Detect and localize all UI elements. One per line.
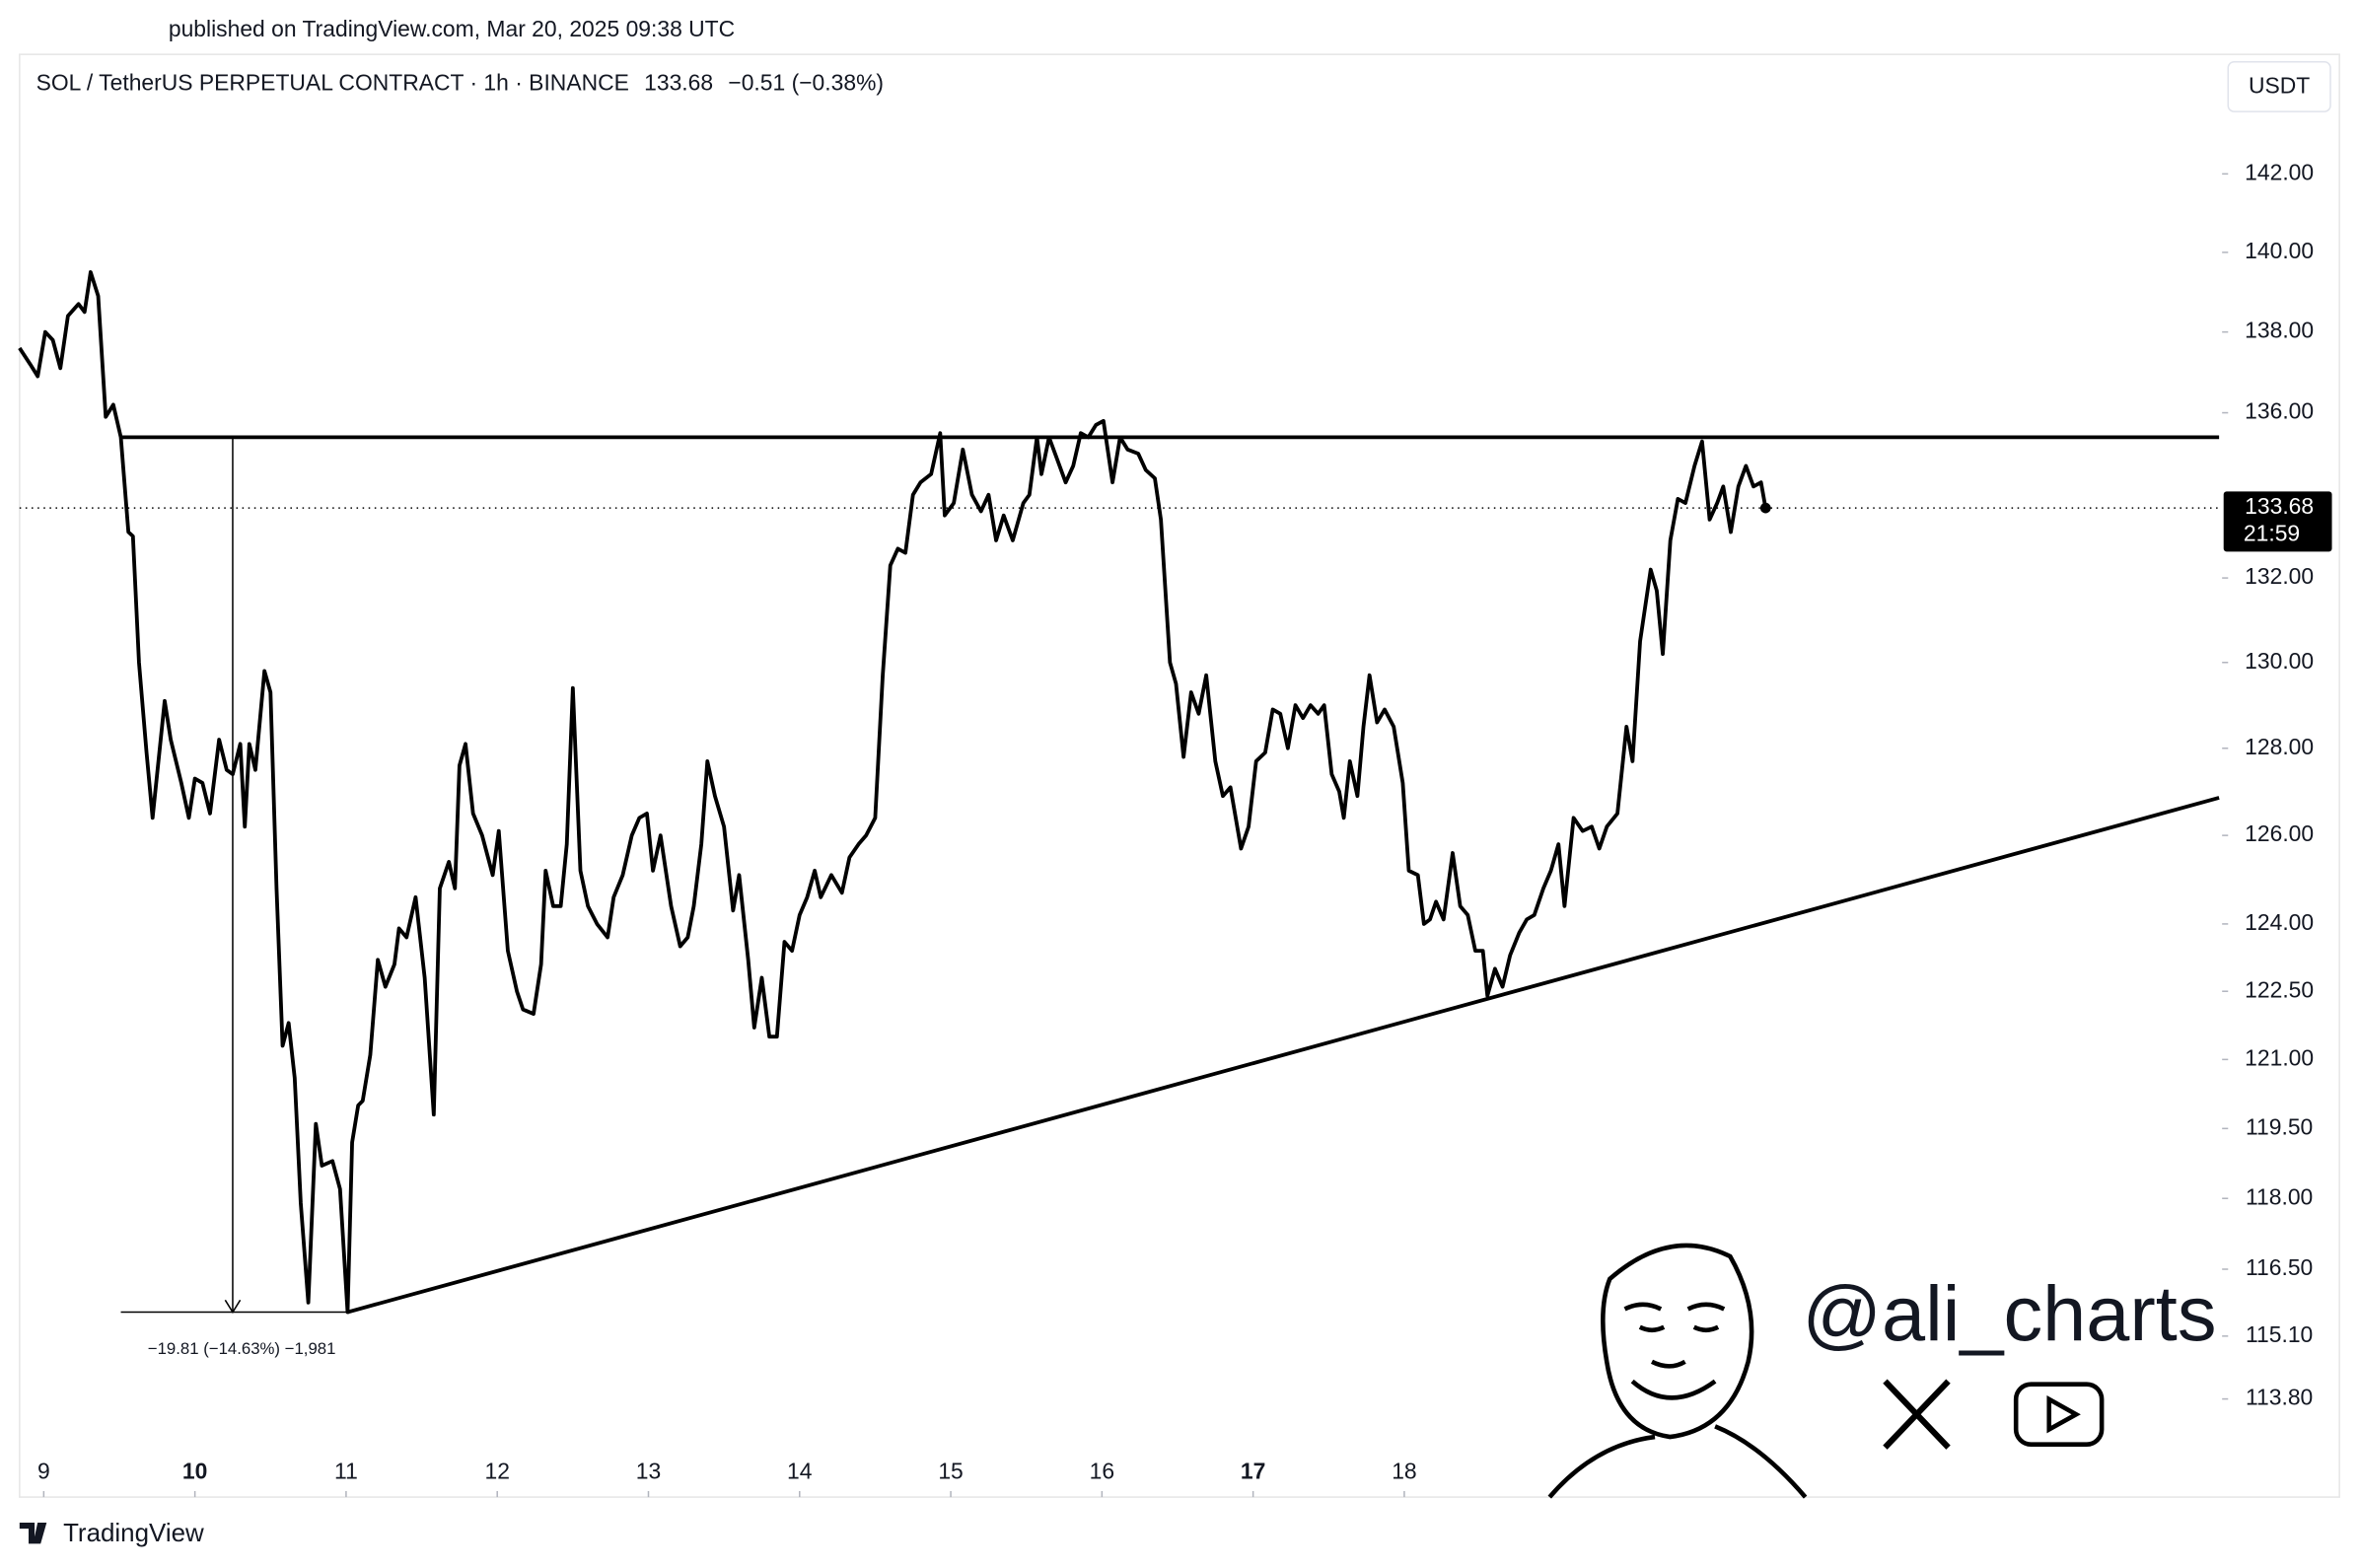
x-tick-label: 18	[1392, 1459, 1416, 1484]
y-tick-label: 138.00	[2245, 318, 2314, 343]
footer-brand: TradingView	[63, 1520, 204, 1547]
x-tick-label: 9	[37, 1459, 50, 1484]
y-tick-label: 126.00	[2245, 820, 2314, 846]
y-tick-label: 113.80	[2246, 1385, 2313, 1410]
x-tick-label: 10	[182, 1459, 207, 1484]
y-tick-label: 124.00	[2245, 909, 2314, 935]
x-tick-label: 12	[484, 1459, 509, 1484]
youtube-play	[2046, 1395, 2081, 1434]
y-tick-label: 132.00	[2245, 563, 2314, 589]
y-tick-label: 118.00	[2246, 1183, 2313, 1209]
measure-label: −19.81 (−14.63%) −1,981	[148, 1339, 336, 1358]
chart-title: SOL / TetherUS PERPETUAL CONTRACT · 1h ·…	[36, 70, 884, 96]
last-price-label: 133.68	[2245, 493, 2314, 519]
countdown-label: 21:59	[2244, 521, 2300, 546]
currency-label[interactable]: USDT	[2249, 73, 2310, 99]
y-tick-label: 140.00	[2245, 238, 2314, 263]
y-tick-label: 136.00	[2245, 398, 2314, 424]
support-line	[346, 796, 2220, 1315]
tv-logo	[19, 1523, 47, 1544]
chart-frame	[19, 53, 2340, 1498]
y-tick-label: 116.50	[2246, 1254, 2313, 1280]
x-tick-label: 11	[334, 1459, 358, 1484]
x-tick-label: 13	[636, 1459, 661, 1484]
x-icon	[1883, 1379, 1951, 1450]
watermark-handle: @ali_charts	[1803, 1269, 2217, 1357]
shoulders	[1547, 1424, 1808, 1499]
published-note: published on TradingView.com, Mar 20, 20…	[169, 16, 735, 41]
price-line	[18, 270, 1768, 1315]
x-tick-label: 16	[1090, 1459, 1114, 1484]
x-tick-label: 15	[938, 1459, 963, 1484]
price-change: −0.51 (−0.38%)	[728, 70, 884, 96]
symbol-title: SOL / TetherUS PERPETUAL CONTRACT · 1h ·…	[36, 70, 629, 96]
y-tick-label: 128.00	[2245, 734, 2314, 759]
currency-button[interactable]	[2227, 60, 2331, 112]
watermark	[1547, 1243, 2105, 1499]
face-features	[1623, 1302, 1726, 1400]
y-tick-label: 142.00	[2245, 159, 2314, 184]
x-tick-label: 17	[1241, 1459, 1265, 1484]
y-tick-label: 122.50	[2245, 976, 2314, 1002]
y-tick-label: 119.50	[2246, 1113, 2313, 1139]
y-tick-label: 115.10	[2246, 1321, 2313, 1347]
y-tick-label: 130.00	[2245, 648, 2314, 674]
y-tick-label: 121.00	[2245, 1044, 2314, 1070]
x-tick-label: 14	[787, 1459, 813, 1484]
face-outline	[1601, 1243, 1754, 1440]
youtube-icon	[2013, 1382, 2105, 1447]
last-price-box	[2223, 491, 2332, 552]
header-price: 133.68	[644, 70, 713, 96]
